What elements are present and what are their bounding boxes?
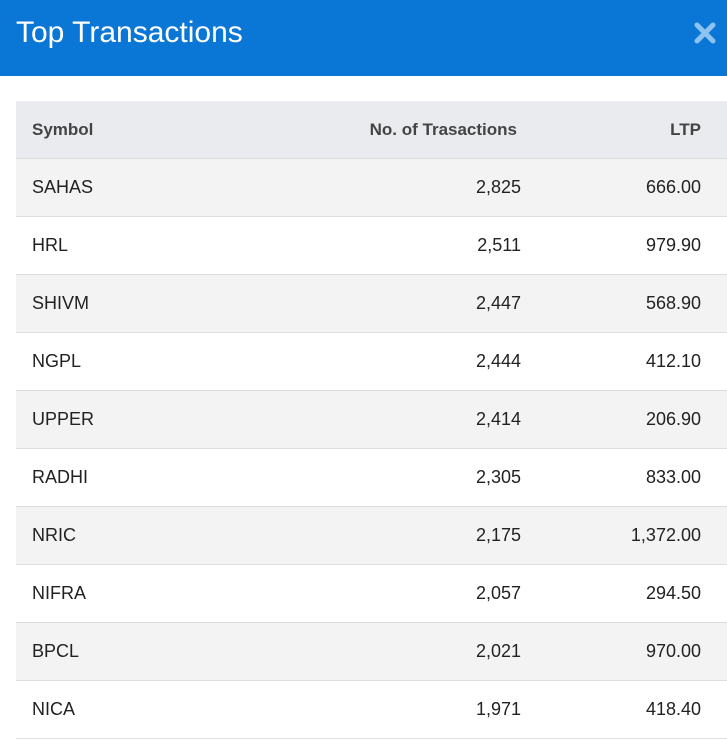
table-cell: NGPL [32, 351, 82, 371]
table-cell: 2,414 [475, 409, 521, 429]
column-header: No. of Trasactions [369, 120, 517, 139]
transactions-table: Symbol No. of Trasactions LTP SAHAS 2,825 666… [16, 101, 727, 739]
table-cell: 418.40 [645, 699, 701, 719]
table-cell: 2,175 [475, 525, 521, 545]
table-cell: 568.90 [645, 293, 701, 313]
table-row: NICA 1,971 418.40 [16, 681, 727, 739]
column-header: Symbol [32, 120, 94, 139]
table-row: NRIC 2,175 1,372.00 [16, 507, 727, 565]
table-row: BPCL 2,021 970.00 [16, 623, 727, 681]
table-cell: SHIVM [32, 293, 90, 313]
table-header-row: Symbol No. of Trasactions LTP [16, 101, 727, 159]
table-row: SAHAS 2,825 666.00 [16, 159, 727, 217]
table-cell: 970.00 [645, 641, 701, 661]
table-cell: RADHI [32, 467, 89, 487]
table-cell: SAHAS [32, 177, 94, 197]
table-cell: 666.00 [645, 177, 701, 197]
table-cell: NRIC [32, 525, 76, 545]
table-row: NIFRA 2,057 294.50 [16, 565, 727, 623]
table-cell: 2,444 [475, 351, 521, 371]
table-cell: UPPER [32, 409, 95, 429]
table-cell: 1,971 [475, 699, 521, 719]
table-cell: NICA [32, 699, 76, 719]
close-button[interactable] [693, 21, 717, 45]
column-header: LTP [670, 120, 701, 139]
modal-header: Top Transactions [0, 0, 727, 76]
table-cell: 2,511 [477, 235, 521, 255]
modal-title: Top Transactions [16, 16, 243, 49]
table-row: SHIVM 2,447 568.90 [16, 275, 727, 333]
table-row: HRL 2,511 979.90 [16, 217, 727, 275]
table-cell: 206.90 [645, 409, 701, 429]
table-cell: NIFRA [32, 583, 86, 603]
table-cell: BPCL [32, 641, 80, 661]
table-cell: 2,021 [475, 641, 521, 661]
table-cell: 2,825 [475, 177, 521, 197]
table-row: UPPER 2,414 206.90 [16, 391, 727, 449]
table-row: NGPL 2,444 412.10 [16, 333, 727, 391]
table-cell: HRL [32, 235, 69, 255]
table-cell: 412.10 [645, 351, 701, 371]
table-cell: 833.00 [645, 467, 701, 487]
table-cell: 2,305 [475, 467, 521, 487]
table-cell: 1,372.00 [630, 525, 701, 545]
table-cell: 979.90 [645, 235, 701, 255]
table-row: RADHI 2,305 833.00 [16, 449, 727, 507]
table-cell: 2,057 [475, 583, 521, 603]
table-cell: 2,447 [475, 293, 521, 313]
table-cell: 294.50 [645, 583, 701, 603]
